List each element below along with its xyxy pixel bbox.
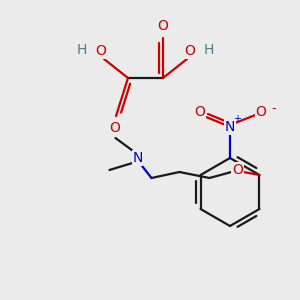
Text: O: O	[96, 44, 106, 58]
Text: O: O	[184, 44, 195, 58]
Text: O: O	[158, 19, 168, 33]
Text: H: H	[77, 43, 87, 57]
Text: +: +	[233, 114, 241, 124]
Text: O: O	[110, 121, 120, 135]
Text: O: O	[232, 163, 243, 177]
Text: N: N	[225, 120, 235, 134]
Text: O: O	[256, 105, 266, 119]
Text: H: H	[204, 43, 214, 57]
Text: N: N	[132, 151, 142, 165]
Text: -: -	[272, 103, 276, 116]
Text: O: O	[195, 105, 206, 119]
